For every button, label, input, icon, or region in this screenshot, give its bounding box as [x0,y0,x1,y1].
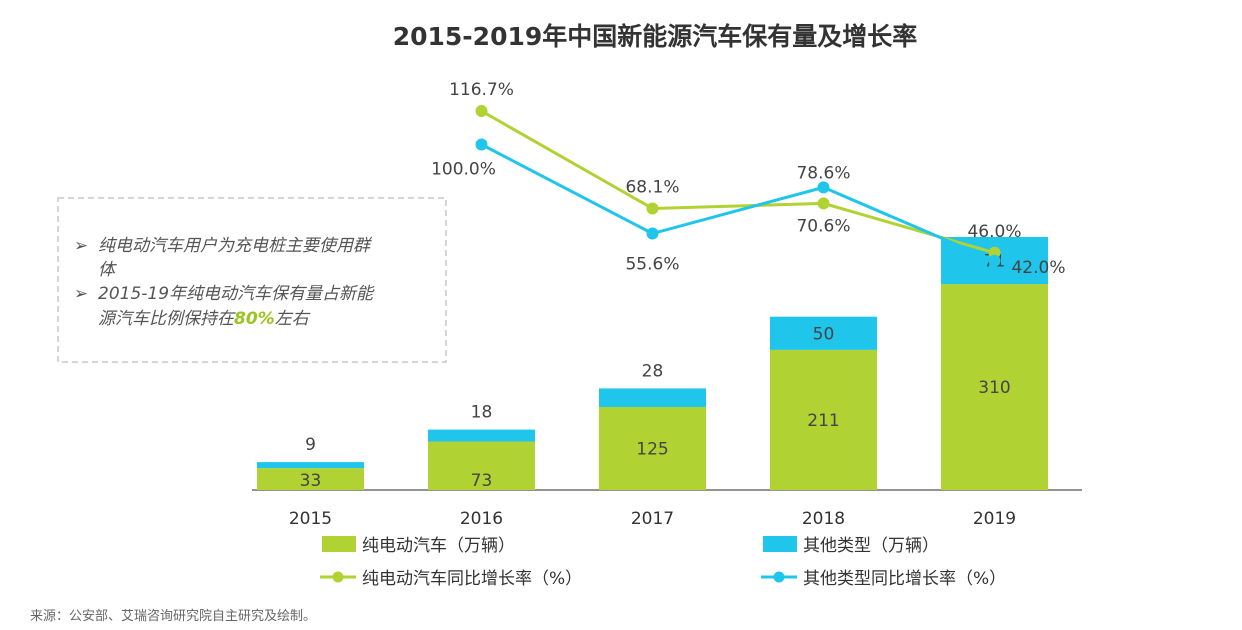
bar-ev-label-2016: 73 [471,471,493,491]
plot-area: 3392015731820161252820172115020183107120… [252,80,1082,529]
x-tick-label-2017: 2017 [631,509,674,529]
other-growth-line [480,143,996,263]
other-growth-point-2019 [988,254,1001,267]
bar-ev-2016 [428,441,535,490]
note-bullet-1: ➢ [74,236,88,256]
other-growth-point-2018 [817,181,830,194]
bar-ev-label-2015: 33 [300,471,322,491]
note-line-2b-prefix: 源汽车比例保持在 [98,309,236,329]
other-growth-label-2018: 78.6% [796,163,850,183]
other-growth-label-2017: 55.6% [625,255,679,275]
bar-ev-label-2018: 211 [807,411,839,431]
bar-ev-2017 [599,406,706,490]
legend-ev-label: 纯电动汽车（万辆） [362,536,515,556]
bar-other-2017 [599,388,706,407]
ev-growth-label-2016: 116.7% [449,80,514,100]
ev-growth-point-2018 [817,197,830,210]
bar-ev-label-2017: 125 [636,439,668,459]
ev-growth-label-2019: 46.0% [967,222,1021,242]
note-line-2b-suffix: 左右 [275,309,311,329]
note-highlight: 80% [234,309,275,329]
note-line-2a: 2015-19年纯电动汽车保有量占新能 [98,284,375,304]
legend-ev-swatch [322,536,356,552]
ev-growth-line [480,109,995,255]
bar-ev-2019 [941,284,1048,490]
legend-ev-line-label: 纯电动汽车同比增长率（%） [362,569,582,589]
ev-growth-point-2016 [475,105,488,117]
other-growth-label-2016: 100.0% [431,159,496,179]
note-line-1b: 体 [98,260,117,280]
bar-other-2018 [770,316,877,350]
bar-other-label-2017: 28 [642,361,664,381]
legend-other-line-marker [773,571,785,583]
x-tick-label-2019: 2019 [973,509,1016,529]
legend-other-swatch [763,536,797,552]
source-note: 来源：公安部、艾瑞咨询研究院自主研究及绘制。 [30,609,316,624]
other-growth-point-2017 [646,227,659,240]
bar-other-2016 [428,429,535,442]
other-growth-label-2019: 42.0% [1011,258,1065,278]
annotation-box: ➢ 纯电动汽车用户为充电桩主要使用群 体 ➢ 2015-19年纯电动汽车保有量占… [57,197,447,363]
bar-ev-2018 [770,349,877,490]
ev-growth-label-2018: 70.6% [796,216,850,236]
bar-ev-2015 [257,468,364,490]
legend: 纯电动汽车（万辆） 其他类型（万辆） 纯电动汽车同比增长率（%） 其他类型同比增… [320,536,1006,589]
bar-other-label-2015: 9 [305,435,316,455]
ev-growth-label-2017: 68.1% [625,177,679,197]
legend-ev-line-marker [332,571,344,583]
chart-title: 2015-2019年中国新能源汽车保有量及增长率 [393,22,918,51]
legend-other-line-label: 其他类型同比增长率（%） [803,569,1006,589]
bar-other-label-2016: 18 [471,403,493,423]
note-line-2b: 源汽车比例保持在80%左右 [98,309,311,329]
bar-other-label-2018: 50 [813,324,835,344]
bar-ev-label-2019: 310 [978,378,1010,398]
note-bullet-2: ➢ [74,284,88,304]
ev-growth-point-2017 [646,202,659,215]
x-tick-label-2018: 2018 [802,509,845,529]
legend-other-label: 其他类型（万辆） [803,536,939,556]
note-line-1a: 纯电动汽车用户为充电桩主要使用群 [98,236,373,256]
x-tick-label-2015: 2015 [289,509,332,529]
other-growth-point-2016 [475,138,488,151]
x-tick-label-2016: 2016 [460,509,503,529]
bar-other-2015 [257,462,364,469]
